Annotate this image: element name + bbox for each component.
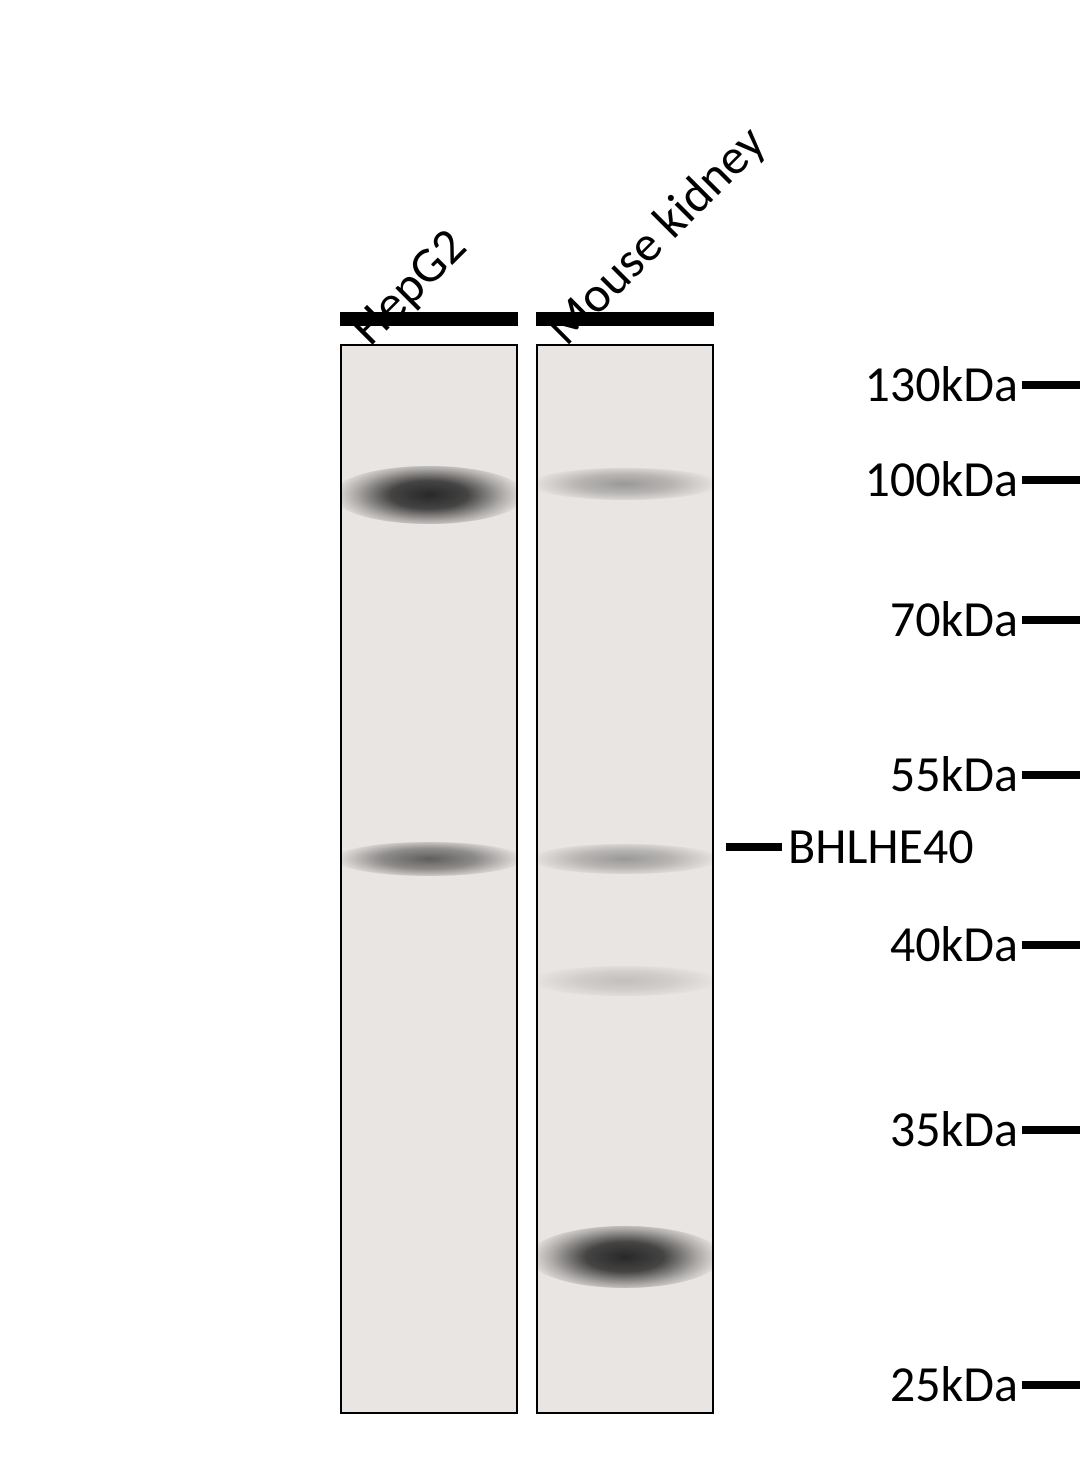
marker-tick [1022,476,1080,484]
band [536,966,714,996]
marker-tick [1022,616,1080,624]
western-blot-figure: 130kDa 100kDa 70kDa 55kDa 40kDa 35kDa 25… [0,0,1080,1460]
marker-40kda: 40kDa [750,914,1080,975]
band [340,466,518,524]
marker-70kda: 70kDa [750,589,1080,650]
lane-header-bar [340,312,518,326]
marker-130kda: 130kDa [750,354,1080,415]
lane-label-hepg2: HepG2 [337,215,479,357]
marker-label: 25kDa [750,1354,1018,1415]
marker-label: 70kDa [750,589,1018,650]
marker-label: 40kDa [750,914,1018,975]
marker-tick [1022,941,1080,949]
marker-tick [1022,771,1080,779]
marker-tick [1022,1381,1080,1389]
lane-hepg2 [340,344,518,1414]
marker-55kda: 55kDa [750,744,1080,805]
band [340,842,518,876]
marker-35kda: 35kDa [750,1099,1080,1160]
marker-tick [1022,1126,1080,1134]
band [536,844,714,874]
marker-label: 55kDa [750,744,1018,805]
target-label-row: BHLHE40 [726,816,974,877]
lane-header-bar [536,312,714,326]
target-tick [726,843,782,851]
marker-label: 35kDa [750,1099,1018,1160]
lane-mouse-kidney [536,344,714,1414]
marker-100kda: 100kDa [750,449,1080,510]
target-label: BHLHE40 [788,816,974,877]
marker-tick [1022,381,1080,389]
marker-25kda: 25kDa [750,1354,1080,1415]
marker-label: 100kDa [750,449,1018,510]
band [536,1226,714,1288]
marker-label: 130kDa [750,354,1018,415]
band [536,468,714,500]
